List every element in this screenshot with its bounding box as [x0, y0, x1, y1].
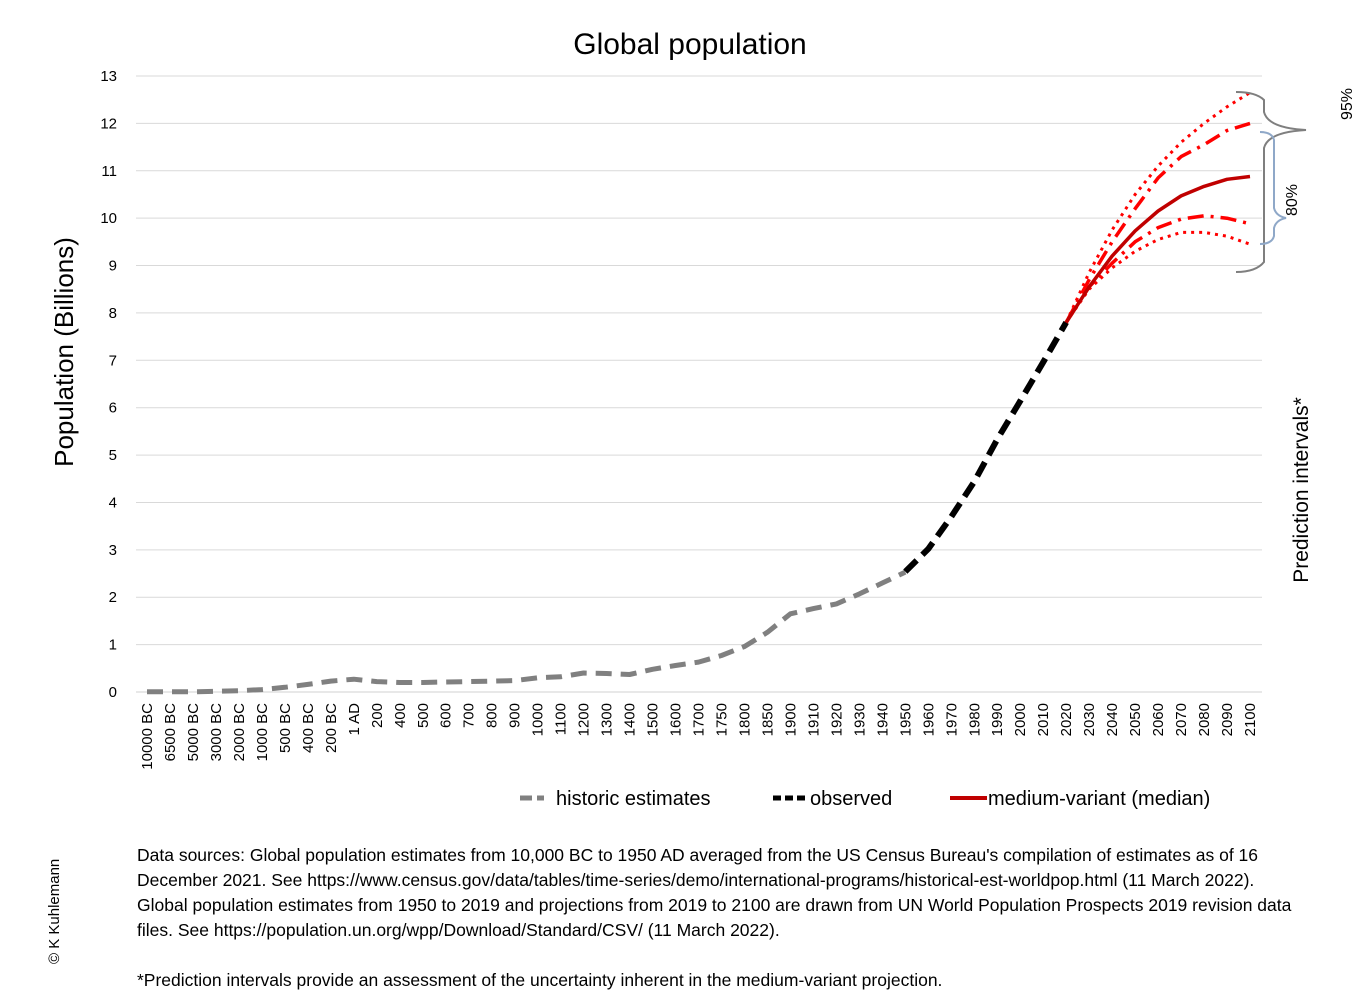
- y-axis-label: Population (Billions): [49, 237, 79, 467]
- footnote: *Prediction intervals provide an assessm…: [137, 970, 943, 990]
- x-tick-label: 1950: [897, 703, 914, 736]
- y-tick-label: 9: [109, 258, 117, 275]
- x-tick-label: 2000 BC: [231, 703, 248, 762]
- label-95: 95%: [1339, 88, 1356, 120]
- y-tick-label: 4: [109, 494, 117, 511]
- x-tick-label: 1980: [966, 703, 983, 736]
- x-tick-label: 1500: [645, 703, 662, 736]
- x-tick-label: 1920: [828, 703, 845, 736]
- x-tick-label: 2100: [1242, 703, 1259, 736]
- series-line-80-lower: [1064, 214, 1251, 324]
- prediction-intervals-label: Prediction intervals*: [1290, 397, 1313, 583]
- x-tick-label: 2060: [1150, 703, 1167, 736]
- notes: Data sources: Global population estimate…: [137, 843, 1297, 993]
- x-axis-ticks: 10000 BC 6500 BC 5000 BC 3000 BC 2000 BC 1000…: [139, 703, 1259, 770]
- x-tick-label: 1300: [599, 703, 616, 736]
- x-tick-label: 2050: [1127, 703, 1144, 736]
- x-tick-label: 700: [461, 703, 478, 728]
- x-tick-label: 1930: [851, 703, 868, 736]
- x-tick-label: 1000 BC: [254, 703, 271, 762]
- x-tick-label: 3000 BC: [208, 703, 225, 762]
- x-tick-label: 600: [438, 703, 455, 728]
- series-line-observed: [903, 320, 1069, 574]
- chart: Global population Population (Billions) …: [49, 28, 1356, 810]
- y-tick-label: 7: [109, 352, 117, 369]
- series-line-historic-estimates: [147, 569, 907, 695]
- x-tick-label: 400 BC: [300, 703, 317, 753]
- legend-label-historic: historic estimates: [556, 788, 711, 810]
- x-tick-label: 200: [369, 703, 386, 728]
- x-tick-label: 2030: [1081, 703, 1098, 736]
- y-tick-label: 6: [109, 400, 117, 417]
- brace-80: [1259, 131, 1287, 245]
- x-tick-label: 1700: [691, 703, 708, 736]
- x-tick-label: 1970: [943, 703, 960, 736]
- y-tick-label: 5: [109, 447, 117, 464]
- x-tick-label: 2000: [1012, 703, 1029, 736]
- y-tick-label: 11: [101, 163, 117, 180]
- data-series: [147, 91, 1251, 695]
- x-tick-label: 1750: [713, 703, 730, 736]
- x-tick-label: 5000 BC: [185, 703, 202, 762]
- chart-title: Global population: [573, 28, 807, 61]
- x-tick-label: 1850: [759, 703, 776, 736]
- x-tick-label: 1910: [805, 703, 822, 736]
- x-tick-label: 2080: [1196, 703, 1213, 736]
- x-tick-label: 1200: [576, 703, 593, 736]
- y-tick-label: 8: [109, 305, 117, 322]
- x-tick-label: 1 AD: [346, 703, 363, 736]
- label-80: 80%: [1284, 184, 1301, 216]
- x-tick-label: 400: [392, 703, 409, 728]
- x-tick-label: 1000: [530, 703, 547, 736]
- legend-label-observed: observed: [810, 788, 892, 810]
- x-tick-label: 1900: [782, 703, 799, 736]
- x-tick-label: 6500 BC: [162, 703, 179, 762]
- x-tick-label: 2040: [1104, 703, 1121, 736]
- series-line-95-lower: [1064, 230, 1251, 324]
- x-tick-label: 1400: [622, 703, 639, 736]
- series-line-95-upper: [1064, 91, 1251, 324]
- x-tick-label: 1940: [874, 703, 891, 736]
- y-tick-label: 10: [100, 210, 117, 227]
- x-tick-label: 500: [415, 703, 432, 728]
- series-line-medium-variant-median-: [1064, 174, 1251, 324]
- x-tick-label: 10000 BC: [139, 703, 156, 770]
- legend: historic estimates observed medium-varia…: [520, 788, 1210, 810]
- brace-95: [1235, 91, 1307, 273]
- x-tick-label: 900: [507, 703, 524, 728]
- x-tick-label: 2010: [1035, 703, 1052, 736]
- y-tick-label: 3: [109, 542, 117, 559]
- y-tick-label: 1: [109, 637, 117, 654]
- x-tick-label: 1600: [668, 703, 685, 736]
- series-line-80-upper: [1064, 121, 1251, 324]
- data-sources-note: Data sources: Global population estimate…: [137, 845, 1292, 940]
- x-tick-label: 1960: [920, 703, 937, 736]
- y-tick-label: 0: [109, 684, 117, 701]
- legend-label-median: medium-variant (median): [988, 788, 1210, 810]
- x-tick-label: 500 BC: [277, 703, 294, 753]
- x-tick-label: 1800: [736, 703, 753, 736]
- x-tick-label: 200 BC: [323, 703, 340, 753]
- copyright: © K Kuhlemann: [46, 858, 63, 964]
- x-tick-label: 2090: [1219, 703, 1236, 736]
- x-tick-label: 1100: [553, 703, 570, 735]
- gridlines: [136, 75, 1262, 646]
- y-tick-label: 13: [100, 68, 117, 85]
- x-tick-label: 2070: [1173, 703, 1190, 736]
- x-tick-label: 2020: [1058, 703, 1075, 736]
- x-tick-label: 1990: [989, 703, 1006, 736]
- y-tick-label: 2: [109, 589, 117, 606]
- x-tick-label: 800: [484, 703, 501, 728]
- y-tick-label: 12: [100, 115, 117, 132]
